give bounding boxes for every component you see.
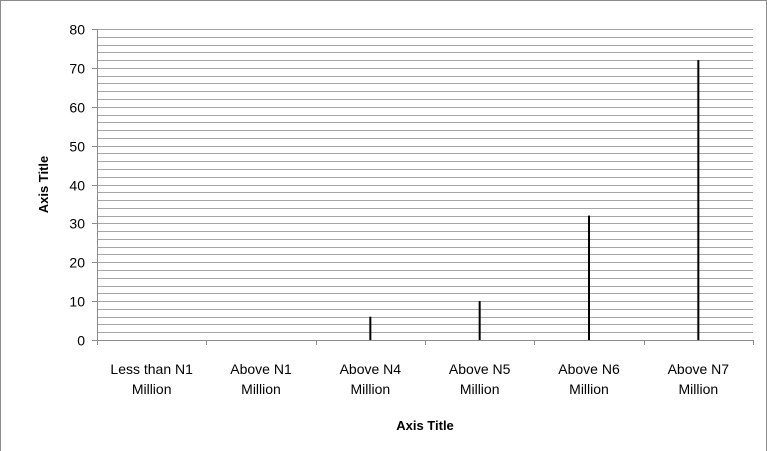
- x-tick-label: Million: [241, 381, 281, 397]
- y-tick-label: 10: [69, 294, 85, 310]
- y-tick-label: 0: [77, 333, 85, 349]
- y-axis-title: Axis Title: [36, 156, 51, 214]
- x-tick-label: Less than N1: [110, 361, 193, 377]
- x-tick-label: Above N1: [230, 361, 292, 377]
- bar: [697, 60, 700, 340]
- x-tick-label: Above N6: [558, 361, 620, 377]
- x-tick-label: Million: [460, 381, 500, 397]
- x-tick-label: Above N5: [449, 361, 511, 377]
- y-tick-label: 50: [69, 139, 85, 155]
- bar: [478, 301, 481, 340]
- x-tick-label: Million: [678, 381, 718, 397]
- bars: [369, 60, 700, 340]
- axes: [92, 29, 753, 341]
- x-tick-labels: Less than N1 Million Above N1 Million Above …: [97, 340, 754, 397]
- y-tick-label: 60: [69, 100, 85, 116]
- x-axis-title: Axis Title: [396, 418, 454, 433]
- y-tick-labels: 0 10 20 30 40 50 60 70 80: [69, 22, 97, 349]
- y-tick-label: 20: [69, 255, 85, 271]
- x-tick-label: Above N7: [668, 361, 730, 377]
- y-tick-label: 30: [69, 216, 85, 232]
- y-tick-label: 40: [69, 178, 85, 194]
- bar: [369, 316, 372, 340]
- x-tick-label: Million: [569, 381, 609, 397]
- y-tick-label: 80: [69, 22, 85, 38]
- x-tick-label: Million: [132, 381, 172, 397]
- y-tick-label: 70: [69, 61, 85, 77]
- gridlines: [97, 29, 753, 333]
- x-tick-label: Above N4: [340, 361, 402, 377]
- x-tick-label: Million: [350, 381, 390, 397]
- bar: [588, 215, 590, 340]
